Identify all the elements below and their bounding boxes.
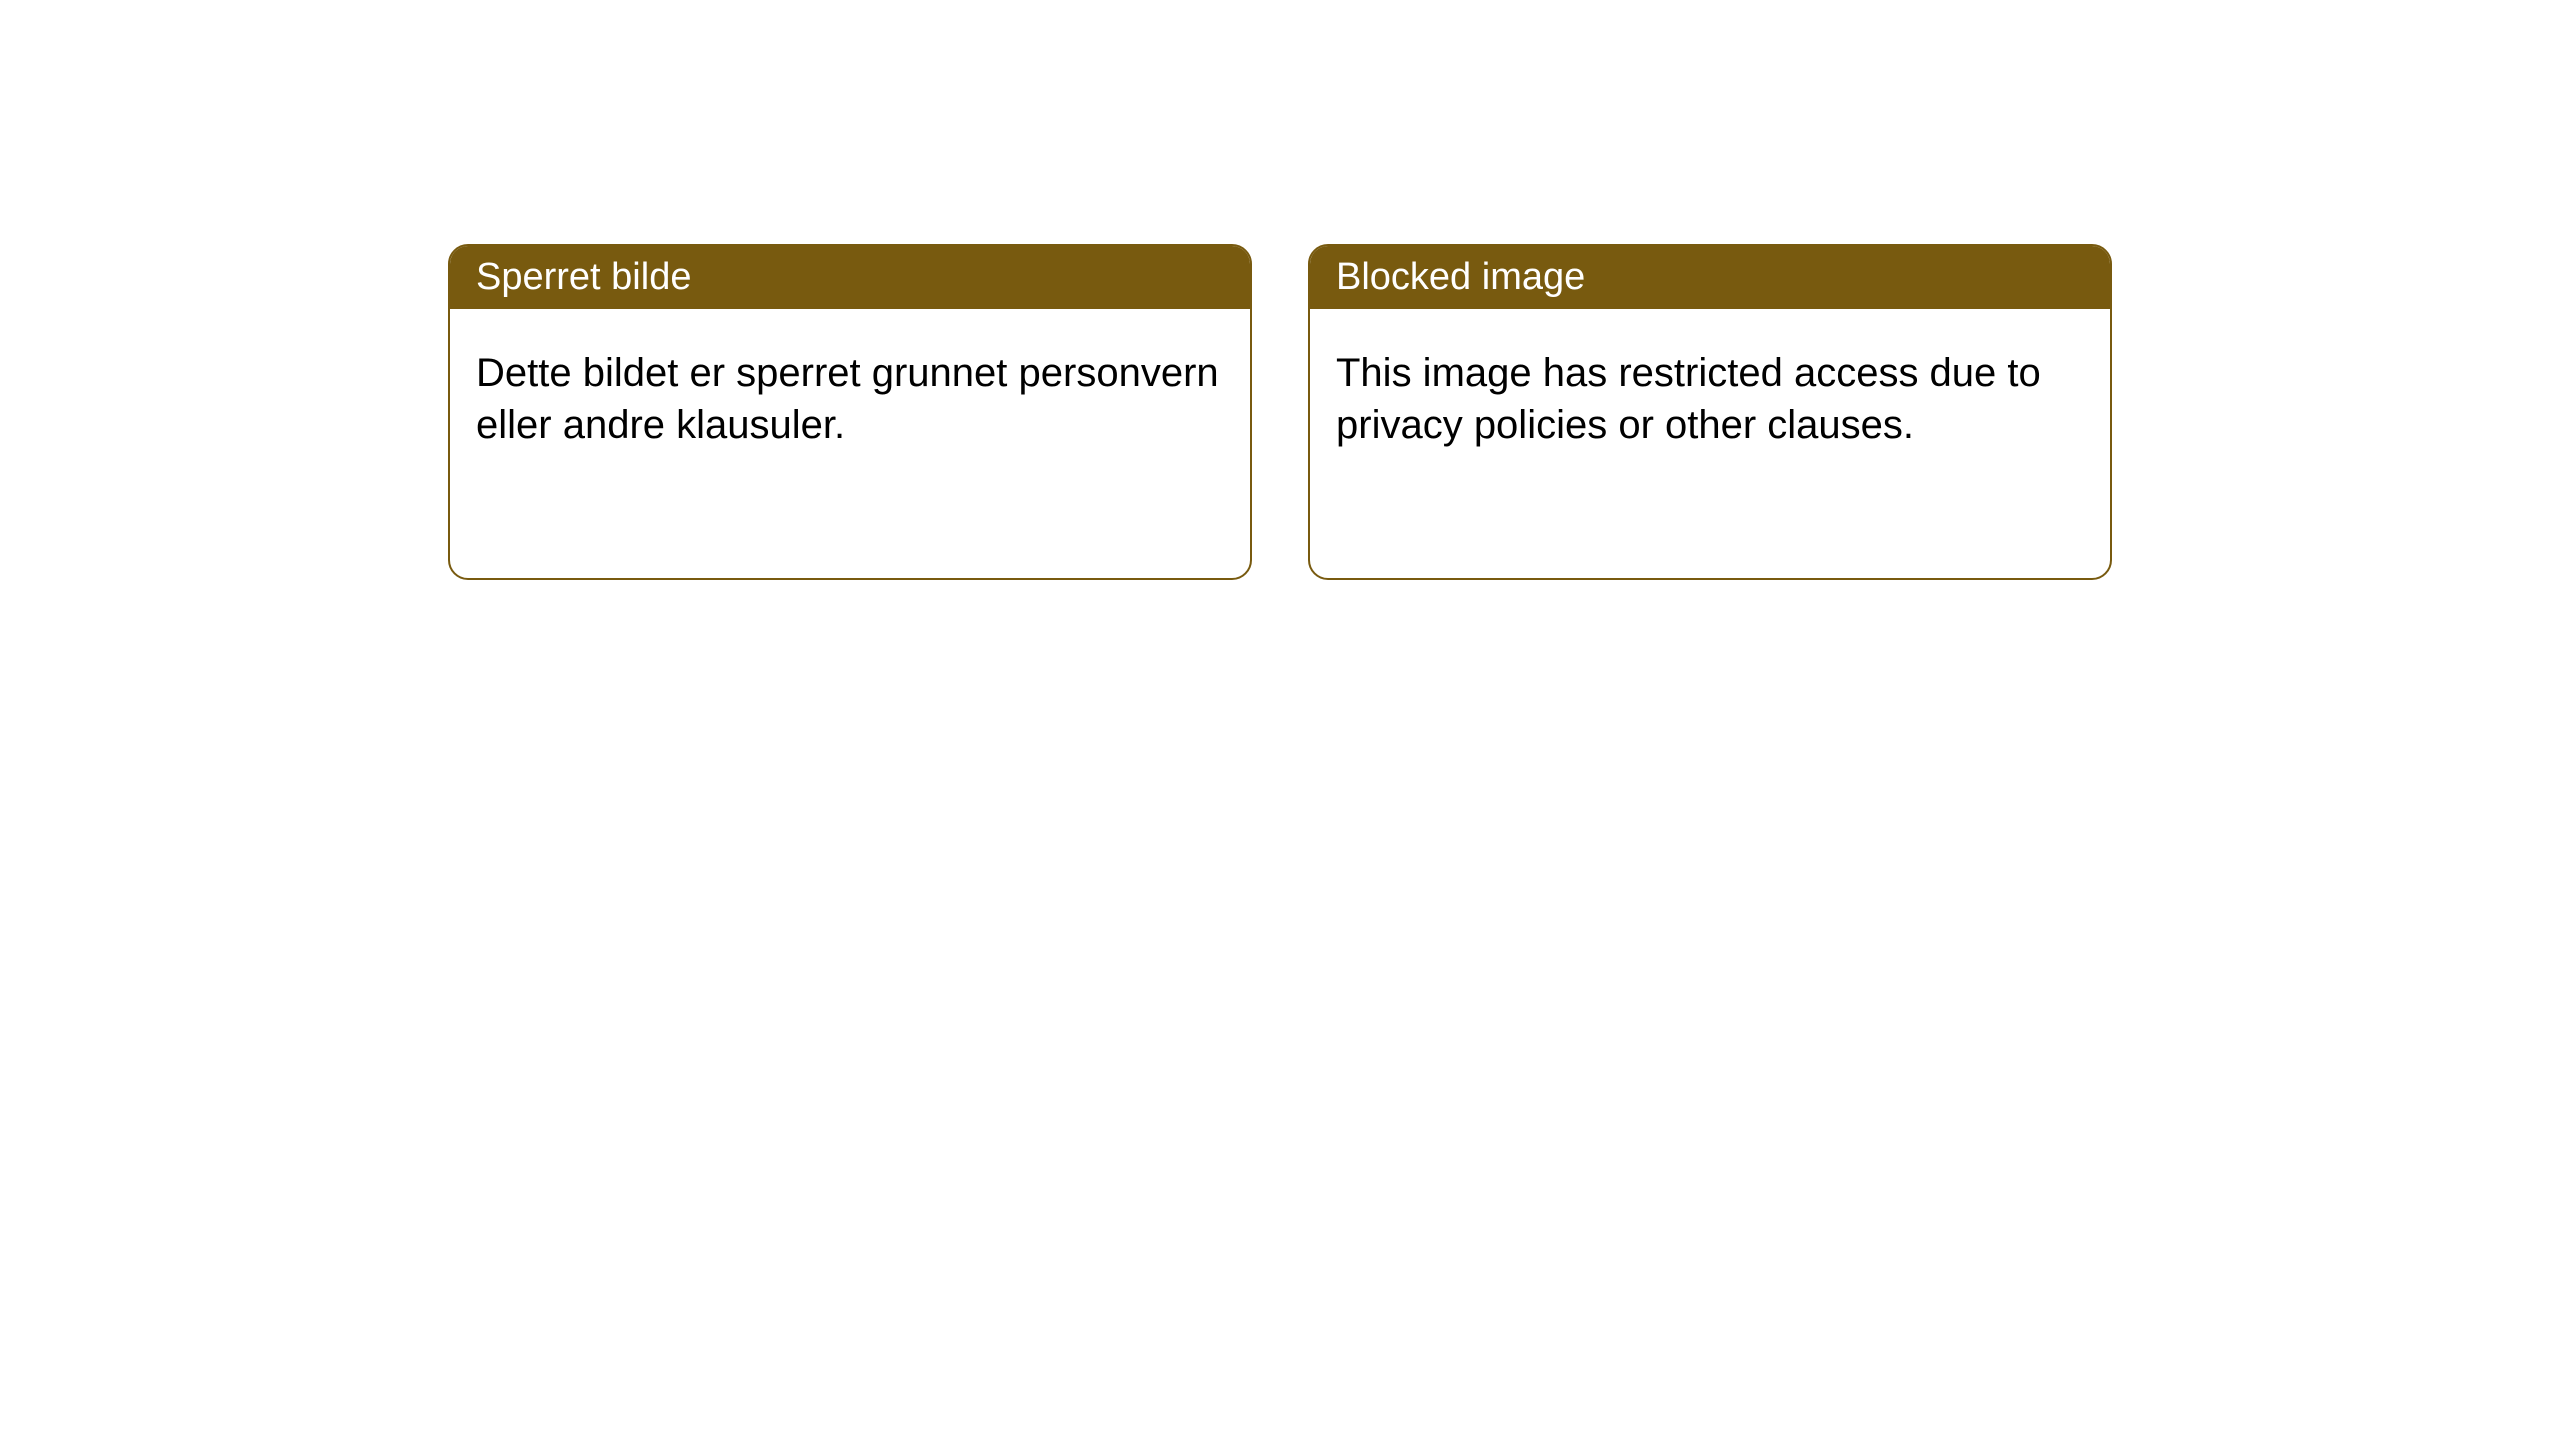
card-header: Blocked image xyxy=(1310,246,2110,309)
notice-card-english: Blocked image This image has restricted … xyxy=(1308,244,2112,580)
card-body-text: Dette bildet er sperret grunnet personve… xyxy=(476,351,1219,447)
card-header: Sperret bilde xyxy=(450,246,1250,309)
notice-card-norwegian: Sperret bilde Dette bildet er sperret gr… xyxy=(448,244,1252,580)
notice-cards-container: Sperret bilde Dette bildet er sperret gr… xyxy=(0,0,2560,580)
card-title: Sperret bilde xyxy=(476,256,691,298)
card-body-text: This image has restricted access due to … xyxy=(1336,351,2041,447)
card-body: Dette bildet er sperret grunnet personve… xyxy=(450,309,1250,489)
card-title: Blocked image xyxy=(1336,256,1585,298)
card-body: This image has restricted access due to … xyxy=(1310,309,2110,489)
